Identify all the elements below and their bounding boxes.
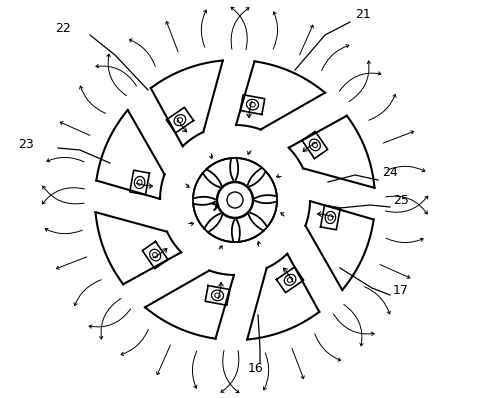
- Text: 22: 22: [55, 21, 71, 35]
- Text: 21: 21: [355, 8, 371, 21]
- Text: 25: 25: [393, 193, 409, 207]
- Text: 16: 16: [248, 361, 264, 375]
- Text: 23: 23: [18, 139, 34, 152]
- Text: 17: 17: [393, 283, 409, 297]
- Text: 24: 24: [382, 166, 398, 178]
